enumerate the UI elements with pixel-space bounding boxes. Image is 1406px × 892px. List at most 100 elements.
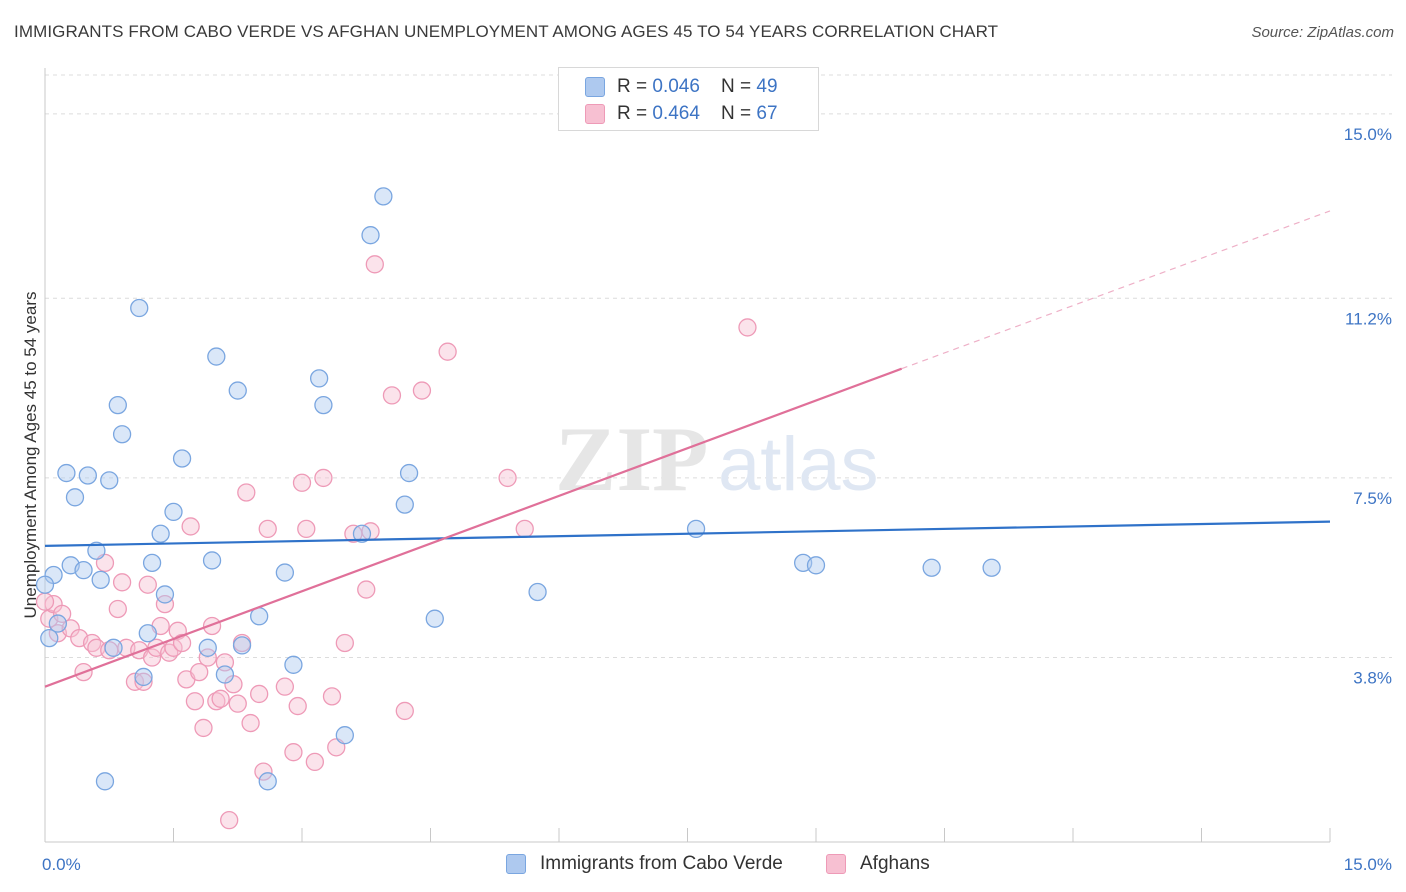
data-point bbox=[250, 684, 269, 704]
data-point bbox=[48, 614, 67, 633]
data-point bbox=[142, 553, 162, 573]
data-point bbox=[164, 502, 183, 522]
data-point bbox=[237, 483, 256, 502]
legend-n-label: N = bbox=[721, 76, 757, 97]
legend-text-cabo-verde: R = 0.046 N = 49 bbox=[617, 73, 778, 101]
data-point bbox=[335, 633, 354, 653]
data-point bbox=[806, 556, 826, 575]
data-point bbox=[738, 318, 757, 337]
data-point bbox=[198, 638, 217, 657]
data-point bbox=[134, 667, 153, 687]
data-point bbox=[686, 519, 706, 539]
data-point bbox=[74, 561, 93, 580]
data-point bbox=[65, 488, 85, 507]
data-point bbox=[335, 726, 354, 745]
x-tick-label: 15.0% bbox=[1344, 855, 1392, 874]
data-point bbox=[211, 689, 230, 708]
trend-lines bbox=[44, 210, 1331, 688]
data-point bbox=[151, 524, 170, 543]
legend-r-label: R = bbox=[617, 76, 653, 97]
data-point bbox=[181, 517, 200, 536]
data-point bbox=[297, 519, 316, 539]
data-point bbox=[228, 381, 247, 400]
bottom-legend-label-afghans: Afghans bbox=[860, 853, 930, 874]
data-point bbox=[100, 471, 119, 490]
y-tick-label: 15.0% bbox=[1344, 125, 1392, 144]
y-axis-label: Unemployment Among Ages 45 to 54 years bbox=[21, 292, 40, 619]
data-point bbox=[155, 594, 175, 614]
data-point bbox=[305, 752, 325, 772]
data-point bbox=[275, 563, 295, 582]
data-point bbox=[254, 762, 273, 781]
data-point bbox=[95, 772, 115, 791]
data-point bbox=[982, 558, 1001, 577]
data-point bbox=[361, 226, 380, 245]
data-point bbox=[425, 609, 444, 628]
data-point bbox=[528, 582, 547, 602]
data-point bbox=[40, 628, 59, 648]
data-point bbox=[352, 524, 372, 543]
data-point bbox=[309, 369, 329, 388]
chart-title: IMMIGRANTS FROM CABO VERDE VS AFGHAN UNE… bbox=[14, 22, 999, 41]
data-point bbox=[314, 468, 333, 488]
series-afghans-points bbox=[35, 255, 757, 830]
data-point bbox=[104, 638, 123, 657]
data-point bbox=[78, 466, 97, 485]
data-point bbox=[515, 519, 534, 539]
data-point bbox=[284, 743, 303, 762]
data-point bbox=[228, 694, 247, 713]
data-point bbox=[91, 570, 110, 590]
data-point bbox=[142, 648, 162, 667]
data-point bbox=[198, 648, 217, 667]
data-point bbox=[498, 468, 517, 488]
legend-swatch-afghans bbox=[585, 104, 605, 124]
data-point bbox=[215, 665, 235, 684]
data-point bbox=[232, 636, 252, 655]
data-point bbox=[284, 655, 303, 674]
data-point bbox=[138, 575, 157, 594]
data-point bbox=[202, 551, 222, 570]
data-point bbox=[202, 616, 222, 636]
y-tick-label: 11.2% bbox=[1345, 309, 1392, 328]
y-tick-label: 7.5% bbox=[1353, 489, 1392, 508]
data-point bbox=[57, 463, 76, 483]
data-point bbox=[241, 713, 260, 733]
legend-r-value: 0.046 bbox=[652, 76, 700, 97]
tick-labels: 3.8% 7.5% 11.2% 15.0% 0.0% 15.0% bbox=[42, 125, 1392, 874]
data-point bbox=[395, 701, 414, 721]
data-point bbox=[194, 718, 213, 738]
data-point bbox=[108, 599, 127, 619]
data-point bbox=[172, 633, 192, 653]
legend-n-value: 49 bbox=[756, 76, 778, 97]
grid-lines bbox=[45, 74, 1392, 659]
data-point bbox=[365, 255, 384, 274]
legend-r-label: R = bbox=[617, 103, 653, 124]
watermark: ZIP atlas bbox=[555, 408, 879, 510]
axes bbox=[44, 68, 1331, 843]
data-point bbox=[292, 473, 312, 492]
trend-line-cabo-verde bbox=[44, 520, 1331, 547]
data-point bbox=[112, 425, 132, 444]
data-point bbox=[87, 541, 106, 560]
y-tick-label: 3.8% bbox=[1353, 669, 1392, 688]
watermark-zip: ZIP bbox=[555, 408, 708, 510]
legend-r-value: 0.464 bbox=[652, 103, 700, 124]
correlation-legend: R = 0.046 N = 49 R = 0.464 N = 67 bbox=[558, 67, 819, 131]
data-point bbox=[399, 463, 419, 483]
x-tick-label: 0.0% bbox=[42, 855, 81, 874]
data-point bbox=[382, 386, 402, 405]
data-point bbox=[112, 573, 132, 592]
data-point bbox=[258, 519, 277, 539]
data-point bbox=[185, 692, 205, 711]
watermark-atlas: atlas bbox=[718, 422, 879, 507]
data-point bbox=[412, 381, 432, 400]
chart-source: Source: ZipAtlas.com bbox=[1251, 24, 1394, 41]
data-point bbox=[258, 772, 277, 791]
data-point bbox=[52, 604, 72, 623]
bottom-legend-swatch-cabo-verde bbox=[506, 854, 526, 874]
data-point bbox=[138, 624, 157, 643]
data-point bbox=[922, 558, 941, 577]
data-point bbox=[130, 298, 149, 318]
data-point bbox=[35, 575, 55, 594]
